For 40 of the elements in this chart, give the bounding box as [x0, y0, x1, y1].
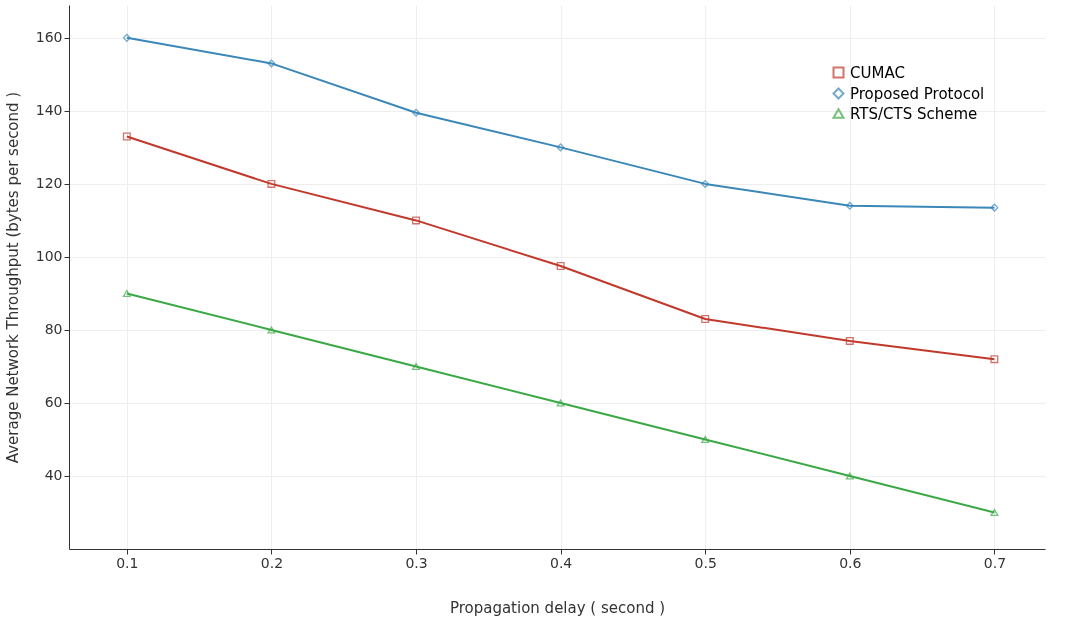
point	[412, 216, 421, 225]
y-tick-label: 100	[35, 248, 63, 265]
x-tick-label: 0.6	[839, 554, 862, 571]
point	[990, 508, 999, 517]
point	[556, 262, 565, 271]
point	[412, 108, 421, 117]
legend-label: Proposed Protocol	[850, 84, 985, 103]
x-tick-label: 0.5	[694, 554, 717, 571]
x-tick-label: 0.4	[549, 554, 573, 571]
point	[267, 59, 276, 68]
point	[990, 355, 999, 364]
legend-label: RTS/CTS Scheme	[850, 104, 978, 123]
x-tick-label: 0.7	[983, 554, 1007, 571]
y-axis-title: Average Network Throughput (bytes per second )	[3, 91, 22, 464]
point	[556, 143, 565, 152]
x-tick-label: 0.2	[260, 554, 284, 571]
point	[701, 179, 710, 188]
point	[122, 132, 131, 141]
point	[845, 336, 854, 345]
point	[990, 203, 999, 212]
x-axis-title: Propagation delay ( second )	[449, 598, 666, 617]
x-tick-label: 0.1	[116, 554, 139, 571]
x-tick-label: 0.3	[405, 554, 428, 571]
point	[556, 399, 565, 407]
y-tick-label: 160	[35, 29, 63, 46]
point	[412, 362, 421, 370]
point	[267, 326, 276, 334]
point	[701, 435, 710, 444]
legend-label: CUMAC	[850, 63, 905, 82]
point	[701, 314, 710, 323]
point	[122, 33, 131, 42]
point	[122, 289, 131, 297]
y-tick-label: 80	[44, 321, 63, 338]
y-tick-label: 120	[35, 175, 63, 192]
point	[845, 201, 854, 210]
y-tick-label: 60	[44, 394, 63, 411]
y-tick-label: 140	[35, 102, 63, 119]
point	[267, 179, 276, 188]
y-tick-label: 40	[44, 467, 63, 484]
point	[845, 472, 854, 480]
